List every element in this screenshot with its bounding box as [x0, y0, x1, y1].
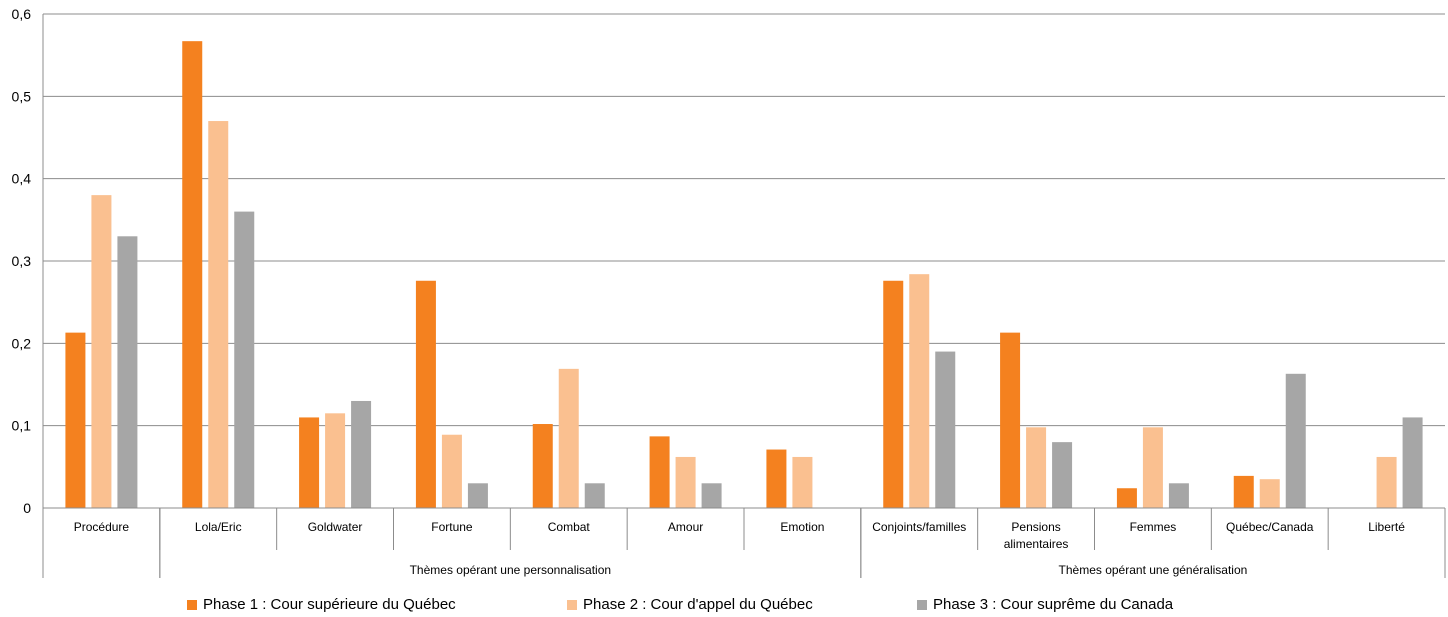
legend-label: Phase 3 : Cour suprême du Canada	[933, 596, 1174, 613]
x-tick-label: Lola/Eric	[195, 520, 242, 534]
bar-1	[415, 280, 436, 508]
y-tick-label: 0,2	[12, 335, 32, 351]
x-tick-label: Combat	[548, 520, 591, 534]
bars	[65, 41, 1423, 509]
bar-1	[299, 417, 320, 508]
y-tick-label: 0,5	[12, 88, 32, 104]
bar-1	[883, 280, 904, 508]
bar-2	[792, 456, 813, 508]
bar-3	[1052, 442, 1073, 508]
bar-1	[1116, 488, 1137, 508]
bar-1	[65, 332, 86, 508]
bar-3	[467, 483, 488, 508]
y-tick-label: 0,3	[12, 253, 32, 269]
bar-1	[182, 41, 203, 509]
bar-3	[234, 211, 255, 508]
bar-3	[1285, 373, 1306, 508]
x-tick-label: Pensions	[1011, 520, 1060, 534]
bar-3	[701, 483, 722, 508]
x-tick-label: Conjoints/familles	[872, 520, 966, 534]
x-tick-label: Femmes	[1130, 520, 1177, 534]
bar-2	[91, 195, 112, 508]
bar-2	[1376, 456, 1397, 508]
bar-1	[649, 436, 670, 508]
legend-swatch	[567, 599, 577, 610]
x-tick-label: Québec/Canada	[1226, 520, 1314, 534]
bar-2	[1142, 427, 1163, 508]
legend-swatch	[917, 599, 927, 610]
bar-3	[351, 400, 372, 508]
bar-2	[675, 456, 696, 508]
x-tick-label: alimentaires	[1004, 537, 1069, 551]
x-tick-label: Goldwater	[308, 520, 363, 534]
y-tick-label: 0,6	[12, 6, 32, 22]
y-tick-label: 0,1	[12, 418, 32, 434]
bar-1	[1000, 332, 1021, 508]
bar-2	[558, 368, 579, 508]
legend: Phase 1 : Cour supérieure du Québec Phase…	[0, 596, 1448, 616]
bar-2	[441, 434, 462, 508]
bar-3	[117, 236, 138, 509]
y-axis: 0 0,1 0,2 0,3 0,4 0,5 0,6	[12, 6, 32, 516]
group-label: Thèmes opérant une généralisation	[1059, 563, 1248, 577]
y-tick-label: 0,4	[12, 171, 32, 187]
legend-item: Phase 1 : Cour supérieure du Québec	[187, 596, 456, 613]
bar-3	[1168, 483, 1189, 508]
legend-item: Phase 3 : Cour suprême du Canada	[917, 596, 1173, 613]
bar-2	[909, 274, 930, 508]
bar-1	[766, 449, 787, 508]
x-tick-label: Procédure	[74, 520, 130, 534]
x-tick-label: Liberté	[1368, 520, 1405, 534]
bar-2	[1259, 479, 1280, 508]
legend-label: Phase 1 : Cour supérieure du Québec	[203, 596, 456, 613]
legend-swatch	[187, 599, 197, 610]
bar-3	[935, 351, 956, 508]
group-label: Thèmes opérant une personnalisation	[410, 563, 611, 577]
x-tick-label: Fortune	[431, 520, 473, 534]
legend-item: Phase 2 : Cour d'appel du Québec	[567, 596, 813, 613]
x-tick-label: Amour	[668, 520, 703, 534]
x-axis: Procédure Lola/Eric Goldwater Fortune Combat…	[42, 507, 1446, 578]
x-tick-label: Emotion	[780, 520, 824, 534]
gridlines	[42, 13, 1445, 509]
bar-2	[208, 121, 229, 509]
bar-3	[584, 483, 605, 508]
bar-1	[1233, 475, 1254, 508]
bar-3	[1402, 417, 1423, 508]
legend-label: Phase 2 : Cour d'appel du Québec	[583, 596, 813, 613]
bar-2	[325, 413, 346, 508]
bar-1	[532, 424, 553, 508]
bar-2	[1026, 427, 1047, 508]
y-tick-label: 0	[23, 500, 31, 516]
